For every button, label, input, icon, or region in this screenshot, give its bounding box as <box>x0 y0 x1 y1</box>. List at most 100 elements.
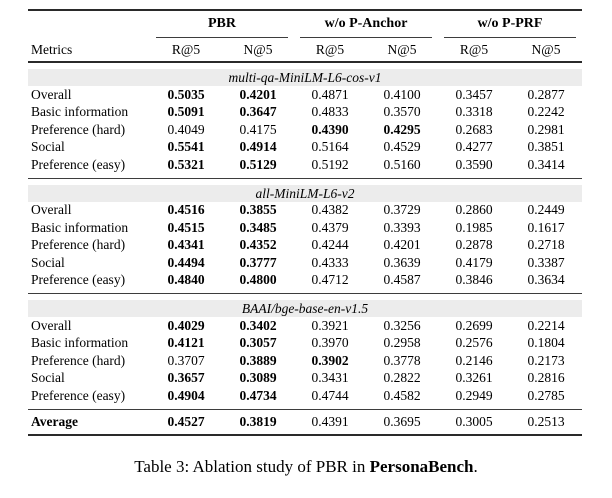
group-underline-row <box>28 37 582 38</box>
value-cell: 0.4175 <box>239 121 277 137</box>
value-cell: 0.4029 <box>167 317 205 333</box>
metric-label: Overall <box>31 86 72 102</box>
value-cell: 0.5541 <box>167 139 205 155</box>
value-cell: 0.4582 <box>383 387 421 403</box>
group-header-row: PBR w/o P-Anchor w/o P-PRF <box>28 11 582 37</box>
value-cell: 0.4712 <box>311 272 349 288</box>
value-cell: 0.3261 <box>455 370 493 386</box>
value-cell: 0.4516 <box>167 202 205 218</box>
value-cell: 0.4277 <box>455 139 493 155</box>
value-cell: 0.4527 <box>167 413 205 429</box>
value-cell: 0.4494 <box>167 254 205 270</box>
value-cell: 0.3639 <box>383 254 421 270</box>
metric-label: Basic information <box>31 335 129 351</box>
value-cell: 0.4295 <box>383 121 421 137</box>
value-cell: 0.3387 <box>527 254 565 270</box>
value-cell: 0.3431 <box>311 370 349 386</box>
table-row: Preference (easy) 0.4840 0.4800 0.4712 0.458… <box>28 272 582 290</box>
value-cell: 0.3485 <box>239 219 277 235</box>
value-cell: 0.3970 <box>311 335 349 351</box>
value-cell: 0.3889 <box>239 352 277 368</box>
value-cell: 0.2949 <box>455 387 493 403</box>
metric-label: Preference (easy) <box>31 387 126 403</box>
group-underline-wo-p-anchor <box>300 37 432 38</box>
value-cell: 0.2214 <box>527 317 565 333</box>
metric-label: Preference (hard) <box>31 352 126 368</box>
group-header-wo-p-anchor: w/o P-Anchor <box>324 16 408 31</box>
value-cell: 0.5035 <box>167 86 205 102</box>
table-row: Preference (hard) 0.4341 0.4352 0.4244 0.420… <box>28 237 582 255</box>
group-underline-wo-p-prf <box>444 37 576 38</box>
value-cell: 0.4100 <box>383 86 421 102</box>
value-cell: 0.5321 <box>167 156 205 172</box>
value-cell: 0.2718 <box>527 237 565 253</box>
metric-label: Preference (hard) <box>31 237 126 253</box>
value-cell: 0.4904 <box>167 387 205 403</box>
value-cell: 0.3393 <box>383 219 421 235</box>
table-row: Social 0.5541 0.4914 0.5164 0.4529 0.4277 0.38… <box>28 139 582 157</box>
value-cell: 0.2146 <box>455 352 493 368</box>
value-cell: 0.3902 <box>311 352 349 368</box>
table-row: Basic information 0.4121 0.3057 0.3970 0.295… <box>28 335 582 353</box>
metric-label: Preference (easy) <box>31 156 126 172</box>
caption-suffix: . <box>473 457 478 476</box>
value-cell: 0.5091 <box>167 104 205 120</box>
model-section-header: BAAI/bge-base-en-v1.5 <box>28 300 582 317</box>
value-cell: 0.4529 <box>383 139 421 155</box>
table-row: Preference (easy) 0.4904 0.4734 0.4744 0.458… <box>28 387 582 405</box>
value-cell: 0.4734 <box>239 387 277 403</box>
metric-label: Social <box>31 370 65 386</box>
group-header-wo-p-prf: w/o P-PRF <box>477 16 543 31</box>
model-section-header: all-MiniLM-L6-v2 <box>28 184 582 202</box>
table-caption: Table 3: Ablation study of PBR in Person… <box>0 457 612 477</box>
value-cell: 0.3256 <box>383 317 421 333</box>
value-cell: 0.3707 <box>167 352 205 368</box>
value-cell: 0.4587 <box>383 272 421 288</box>
value-cell: 0.3647 <box>239 104 277 120</box>
value-cell: 0.4049 <box>167 121 205 137</box>
metric-label: Social <box>31 139 65 155</box>
value-cell: 0.3921 <box>311 317 349 333</box>
value-cell: 0.2981 <box>527 121 565 137</box>
value-cell: 0.4382 <box>311 202 349 218</box>
metric-label: Preference (easy) <box>31 272 126 288</box>
table-row: Average 0.4527 0.3819 0.4391 0.3695 0.3005 0.2… <box>28 410 582 434</box>
caption-benchmark-name: PersonaBench <box>369 457 474 476</box>
value-cell: 0.5160 <box>383 156 421 172</box>
value-cell: 0.3570 <box>383 104 421 120</box>
table-rule-top <box>28 9 582 11</box>
metrics-column-header: Metrics <box>31 41 73 57</box>
table-rule-header-bottom <box>28 61 582 63</box>
table-row: Social 0.4494 0.3777 0.4333 0.3639 0.4179 0.33… <box>28 254 582 272</box>
value-cell: 0.4833 <box>311 104 349 120</box>
value-cell: 0.2877 <box>527 86 565 102</box>
value-cell: 0.5164 <box>311 139 349 155</box>
subheader-n5-3: N@5 <box>531 41 561 57</box>
value-cell: 0.4515 <box>167 219 205 235</box>
value-cell: 0.3729 <box>383 202 421 218</box>
subheader-r5-1: R@5 <box>171 41 201 57</box>
metric-label: Basic information <box>31 219 129 235</box>
average-divider <box>28 408 582 410</box>
metric-label: Overall <box>31 202 72 218</box>
subheader-n5-2: N@5 <box>387 41 417 57</box>
value-cell: 0.2513 <box>527 413 565 429</box>
value-cell: 0.4333 <box>311 254 349 270</box>
value-cell: 0.3318 <box>455 104 493 120</box>
ablation-table: PBR w/o P-Anchor w/o P-PRF Metrics R@5 N… <box>28 9 582 436</box>
value-cell: 0.4352 <box>239 237 277 253</box>
value-cell: 0.2173 <box>527 352 565 368</box>
value-cell: 0.4800 <box>239 272 277 288</box>
value-cell: 0.4390 <box>311 121 349 137</box>
value-cell: 0.5192 <box>311 156 349 172</box>
value-cell: 0.4391 <box>311 413 349 429</box>
metric-label: Social <box>31 254 65 270</box>
value-cell: 0.3457 <box>455 86 493 102</box>
value-cell: 0.2816 <box>527 370 565 386</box>
metric-label: Average <box>31 413 78 429</box>
value-cell: 0.2878 <box>455 237 493 253</box>
table-rule-bottom <box>28 433 582 436</box>
table-row: Preference (easy) 0.5321 0.5129 0.5192 0.516… <box>28 156 582 174</box>
value-cell: 0.3851 <box>527 139 565 155</box>
